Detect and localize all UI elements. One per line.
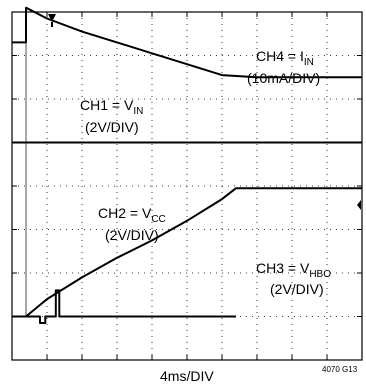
ch2-level-marker-icon bbox=[357, 200, 361, 210]
ch2-scale: (2V/DIV) bbox=[105, 227, 159, 243]
trigger-marker-icon bbox=[48, 14, 56, 27]
ch2-label: CH2 = VCC bbox=[98, 205, 166, 225]
figure-id: 4070 G13 bbox=[322, 365, 358, 374]
ch2-trace bbox=[12, 187, 362, 318]
ch3-trace bbox=[12, 289, 236, 324]
ch3-scale: (2V/DIV) bbox=[270, 281, 324, 297]
traces bbox=[12, 6, 362, 324]
ch1-label: CH1 = VIN bbox=[80, 97, 143, 117]
ch3-label: CH3 = VHBO bbox=[256, 260, 331, 280]
ch4-scale: (10mA/DIV) bbox=[247, 70, 320, 86]
ch4-trace bbox=[12, 6, 362, 79]
x-axis-label: 4ms/DIV bbox=[160, 368, 214, 384]
ch1-scale: (2V/DIV) bbox=[85, 119, 139, 135]
ch4-label: CH4 = IIN bbox=[256, 48, 314, 68]
